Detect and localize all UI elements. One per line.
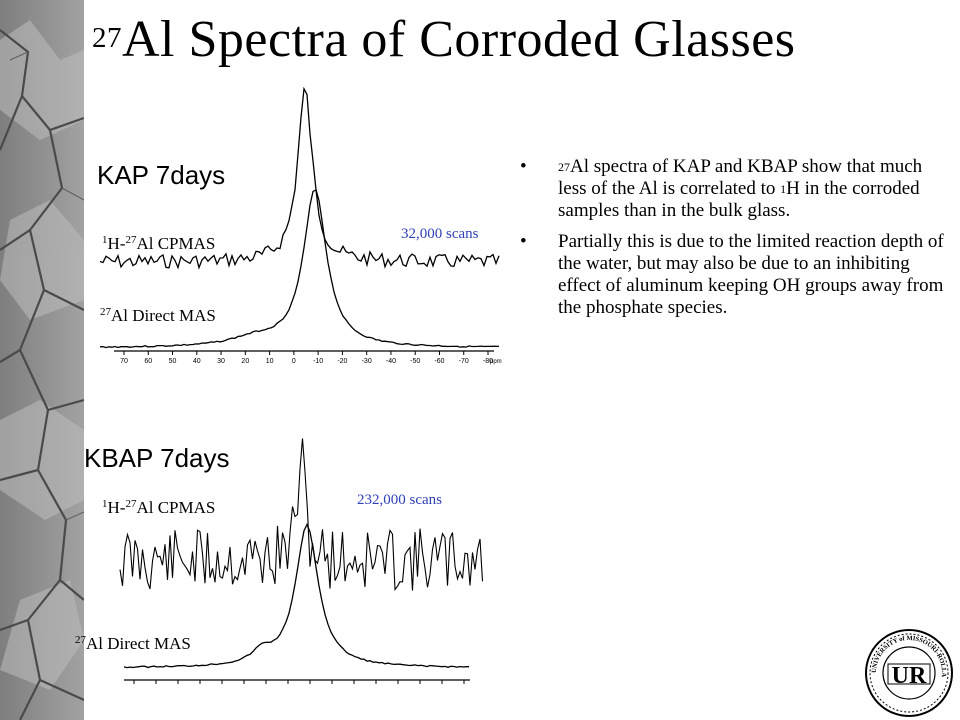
svg-text:UR: UR (892, 663, 927, 689)
slide-title: 27Al Spectra of Corroded Glasses (92, 6, 796, 74)
axis-tick-label: -30 (362, 358, 372, 365)
axis-tick-label: 20 (241, 358, 249, 365)
axis-tick-label: 50 (169, 358, 177, 365)
bullet-item: • 27Al spectra of KAP and KBAP show that … (520, 156, 923, 221)
title-text: Al Spectra of Corroded Glasses (122, 11, 796, 68)
kap-direct-mas-label: 27Al Direct MAS (100, 306, 216, 325)
bullet-list: • 27Al spectra of KAP and KBAP show that … (520, 156, 950, 328)
bullet-item: • Partially this is due to the limited re… (520, 231, 944, 318)
axis-tick-label: 0 (292, 358, 296, 365)
axis-tick-label: 30 (217, 358, 225, 365)
axis-tick-label: -50 (410, 358, 420, 365)
kbap-direct-mas-label: 27Al Direct MAS (75, 634, 191, 653)
kbap-scans-label: 232,000 scans (357, 492, 442, 508)
axis-tick-label: 60 (144, 358, 152, 365)
university-seal-logo: UNIVERSITY of MISSOURI-ROLLA UR (865, 629, 953, 717)
axis-tick-label: -60 (434, 358, 444, 365)
axis-tick-label: -80 (483, 358, 493, 365)
bullet-marker: • (520, 231, 527, 252)
bullet-marker: • (520, 156, 527, 177)
axis-tick-label: -40 (386, 358, 396, 365)
title-superscript: 27 (92, 22, 122, 54)
kbap-direct-mas-spectrum-trace (123, 523, 469, 669)
axis-tick-label: -10 (313, 358, 323, 365)
axis-tick-label: 40 (193, 358, 201, 365)
kbap-cpmas-label: 1H-27Al CPMAS (102, 498, 216, 517)
kap-scans-label: 32,000 scans (401, 226, 479, 242)
kap-cpmas-label: 1H-27Al CPMAS (102, 234, 216, 253)
kbap-sample-label: KBAP 7days (84, 443, 230, 473)
axis-tick-label: 10 (266, 358, 274, 365)
axis-tick-label: 70 (120, 358, 128, 365)
cracked-stone-sidebar (0, 0, 84, 720)
axis-tick-label: -20 (337, 358, 347, 365)
kap-direct-mas-spectrum-trace (99, 188, 500, 349)
kap-cpmas-spectrum-trace (99, 86, 500, 270)
axis-unit-label: ppm (490, 359, 502, 365)
kbap-axis-ticks (133, 680, 465, 684)
kap-axis-ticks: 70 60 50 40 30 20 10 0 -10 -20 -30 -40 -50 -60 -70 -80p… (120, 351, 502, 365)
kbap-cpmas-spectrum-trace (119, 438, 484, 592)
axis-tick-label: -70 (459, 358, 469, 365)
kap-sample-label: KAP 7days (97, 160, 226, 190)
